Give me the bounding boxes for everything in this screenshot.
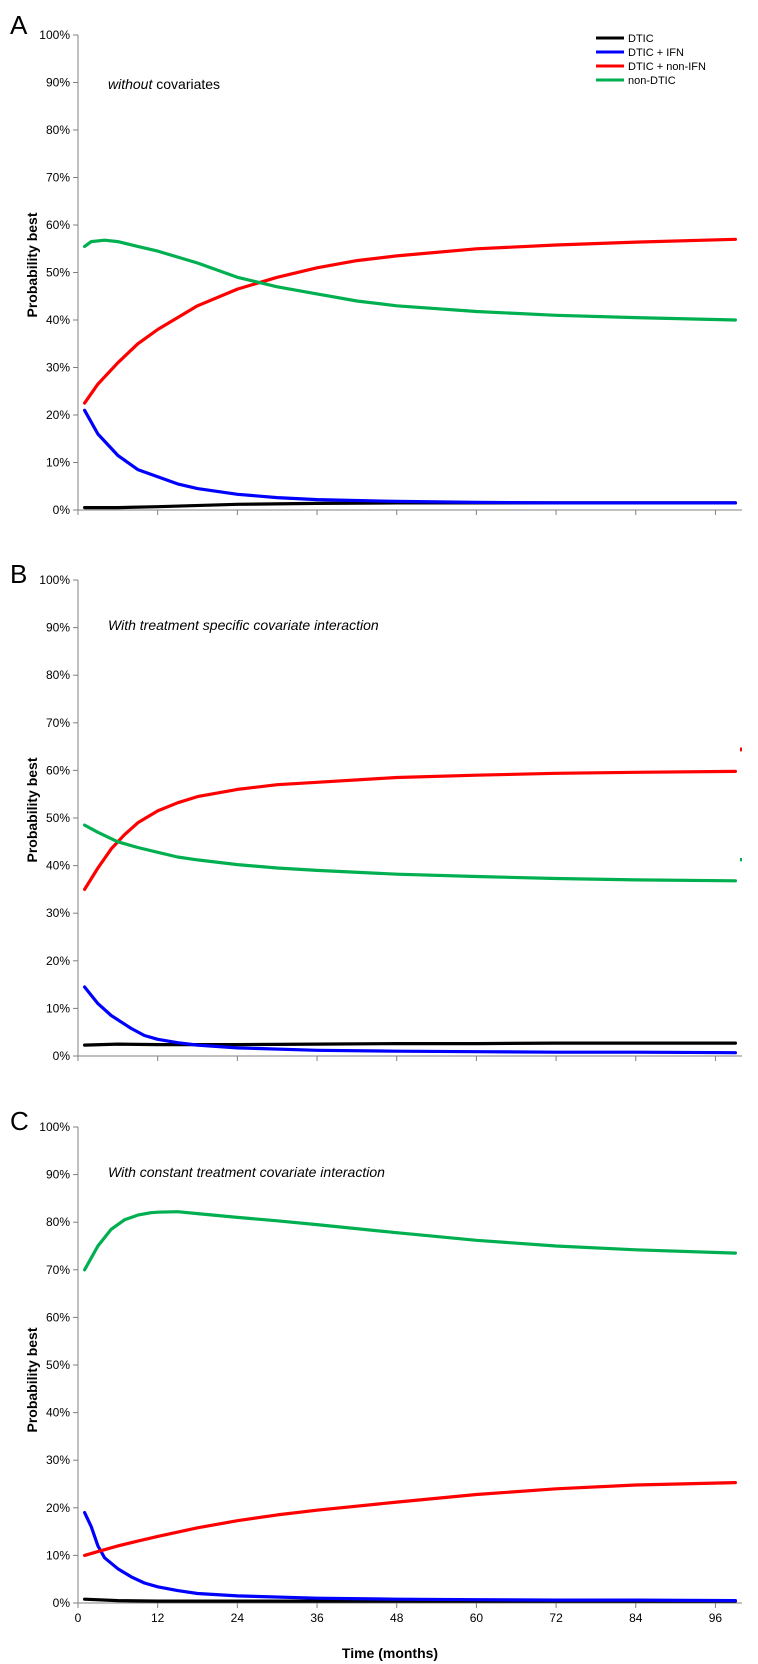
y-tick-label: 20% [46,954,70,968]
panel-c: C With constant treatment covariate inte… [10,1106,742,1661]
y-tick-label: 90% [46,1168,70,1182]
y-tick-label: 80% [46,123,70,137]
y-tick-label: 40% [46,1406,70,1420]
x-tick-label: 96 [709,1611,723,1625]
series-line-non-dtic [83,238,737,322]
y-tick-label: 10% [46,1548,70,1562]
series-line-dtic-ifn [83,1511,737,1603]
y-tick-label: 30% [46,361,70,375]
axes: 0% 10% 20% 30% 40% 50% 60% 70% 80% 90% 100% [39,28,742,517]
annotation-rest: covariates [152,76,220,92]
y-tick-label: 80% [46,668,70,682]
y-tick-label: 30% [46,1453,70,1467]
y-tick-label: 70% [46,171,70,185]
series-group [83,747,742,1055]
x-tick-label: 60 [470,1611,484,1625]
y-tick-label: 90% [46,76,70,90]
series-line-non-dtic [83,823,737,883]
series-group [83,237,737,510]
series-line-dtic-ifn [83,985,737,1055]
x-tick-label: 12 [151,1611,165,1625]
panel-b: B With treatment specific covariate inte… [10,559,742,1063]
panel-annotation: With treatment specific covariate intera… [108,617,379,633]
y-tick-label: 20% [46,408,70,422]
x-tick-label: 84 [629,1611,643,1625]
legend-entry: non-DTIC [628,75,676,87]
y-tick-label: 100% [39,573,70,587]
series-line-dtic [83,1041,737,1047]
legend-entry: DTIC + IFN [628,47,684,59]
y-tick-label: 0% [53,503,71,517]
panel-letter: B [10,559,27,589]
y-tick-label: 30% [46,906,70,920]
y-tick-label: 20% [46,1501,70,1515]
panel-letter: A [10,10,28,40]
x-tick-label: 36 [310,1611,324,1625]
panel-annotation: With constant treatment covariate intera… [108,1164,385,1180]
y-tick-label: 70% [46,1263,70,1277]
legend: DTIC DTIC + IFN DTIC + non-IFN non-DTIC [596,33,706,87]
y-tick-label: 80% [46,1215,70,1229]
y-tick-label: 60% [46,218,70,232]
series-group [83,1210,737,1603]
y-tick-label: 40% [46,313,70,327]
series-line-dtic-non-ifn [83,1481,737,1557]
y-tick-label: 60% [46,763,70,777]
x-tick-label: 0 [75,1611,82,1625]
y-axis-label: Probability best [24,757,40,862]
x-axis-label: Time (months) [342,1645,438,1661]
y-tick-label: 60% [46,1310,70,1324]
y-axis-label: Probability best [24,1327,40,1432]
y-tick-label: 10% [46,456,70,470]
y-axis-label: Probability best [24,212,40,317]
axes: 0% 10% 20% 30% 40% 50% 60% 70% 80% 90% 100% [39,573,742,1063]
y-tick-label: 50% [46,266,70,280]
annotation-italic: without [108,76,153,92]
y-tick-label: 10% [46,1001,70,1015]
panel-a: A without covariates Probability best 0%… [10,10,742,517]
y-tick-label: 90% [46,621,70,635]
panel-letter: C [10,1106,29,1136]
legend-entry: DTIC [628,33,654,45]
x-tick-label: 72 [549,1611,563,1625]
series-line-dtic-ifn [83,408,737,505]
y-tick-label: 100% [39,1120,70,1134]
y-tick-label: 70% [46,716,70,730]
y-tick-label: 100% [39,28,70,42]
x-tick-label: 48 [390,1611,404,1625]
legend-entry: DTIC + non-IFN [628,61,706,73]
series-line-dtic-non-ifn [83,237,737,405]
panel-annotation: without covariates [108,76,220,92]
y-tick-label: 0% [53,1049,71,1063]
y-tick-label: 50% [46,1358,70,1372]
y-tick-label: 0% [53,1596,71,1610]
x-tick-label: 24 [231,1611,245,1625]
series-line-non-dtic [83,1210,737,1272]
y-tick-label: 50% [46,811,70,825]
axes: 0% 10% 20% 30% 40% 50% 60% 70% 80% 90% 100% 0 12 24 36… [39,1120,742,1625]
series-line-dtic-non-ifn [83,769,737,891]
y-tick-label: 40% [46,859,70,873]
